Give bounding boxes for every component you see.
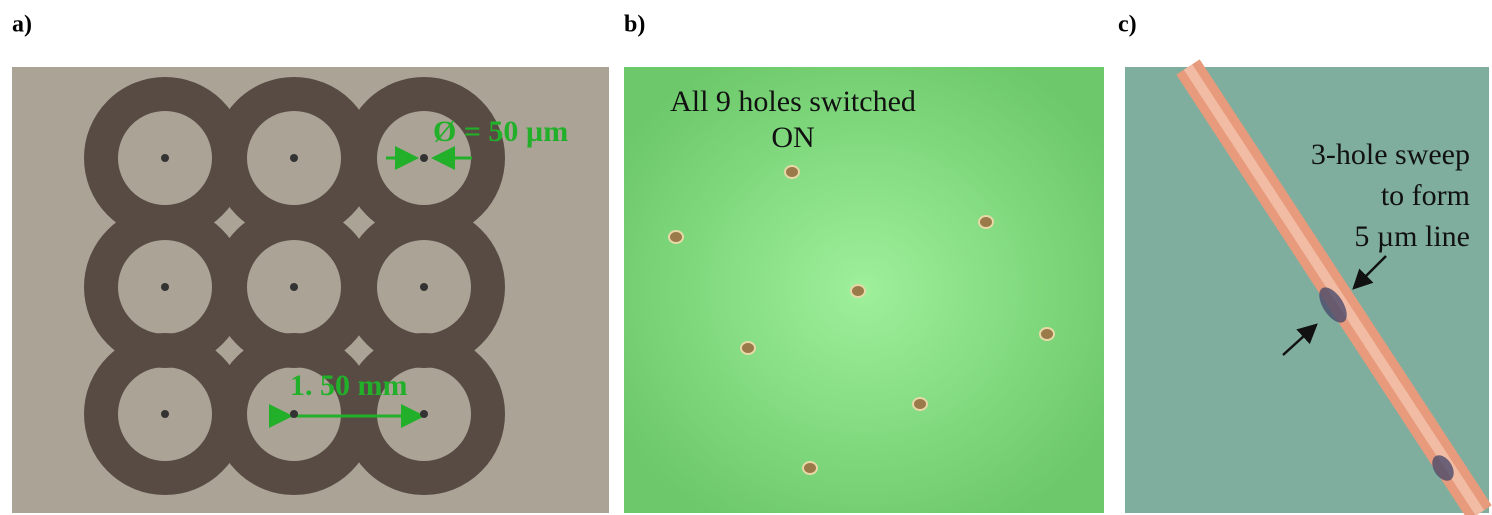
annotation: Ø = 50 µm	[433, 115, 568, 148]
hole	[979, 216, 993, 228]
hole	[290, 283, 298, 291]
annotation: 3-hole sweep	[1311, 138, 1470, 171]
panel-label: a)	[12, 12, 32, 38]
panel-label: b)	[624, 12, 645, 38]
panel-a: Ø = 50 µm 1. 50 mm	[12, 67, 609, 513]
figure: a) b) c) Ø = 50 µm 1. 50 mm All 9 holes …	[0, 0, 1492, 515]
hole	[1040, 328, 1054, 340]
hole	[290, 410, 298, 418]
panel-c: 3-hole sweep to form 5 µm line	[1125, 67, 1489, 513]
hole	[851, 285, 865, 297]
hole	[161, 154, 169, 162]
hole	[913, 398, 927, 410]
hole	[741, 342, 755, 354]
annotation: All 9 holes switched	[670, 85, 916, 118]
hole	[669, 231, 683, 243]
annotation: ON	[771, 121, 814, 154]
annotation: 1. 50 mm	[290, 369, 407, 402]
hole	[161, 410, 169, 418]
annotation: to form	[1381, 179, 1470, 212]
hole	[161, 283, 169, 291]
hole	[803, 462, 817, 474]
hole	[420, 283, 428, 291]
panel-label: c)	[1118, 12, 1137, 38]
hole	[420, 154, 428, 162]
hole	[290, 154, 298, 162]
annotation: 5 µm line	[1354, 220, 1470, 253]
hole	[420, 410, 428, 418]
hole	[785, 166, 799, 178]
panel-b: All 9 holes switched ON	[624, 67, 1104, 513]
